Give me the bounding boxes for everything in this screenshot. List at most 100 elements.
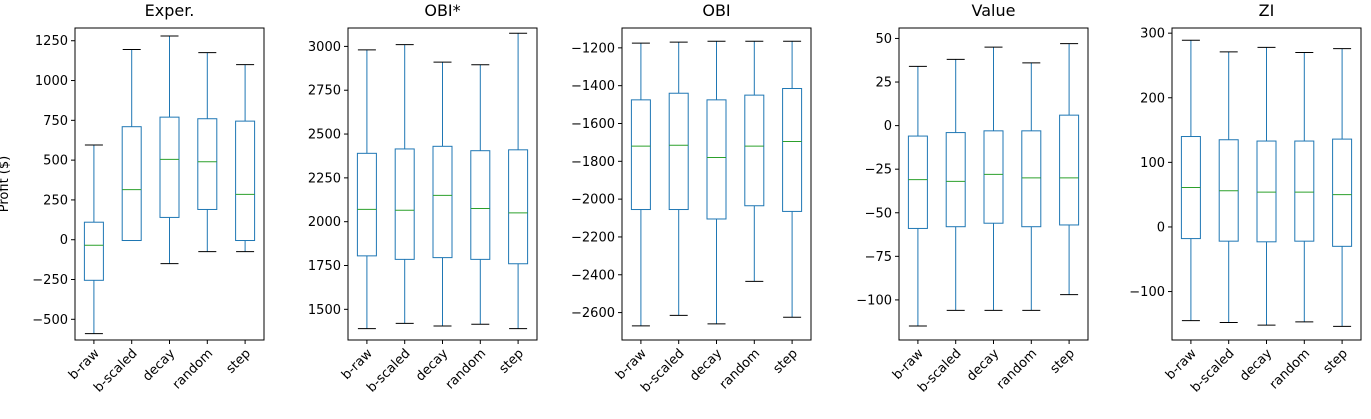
box-b-raw [630,42,651,327]
box-b-raw [83,144,104,335]
y-tick-label: 1500 [308,303,341,318]
box-decay [1256,46,1277,326]
iqr-box [470,150,491,260]
iqr-box [356,152,377,257]
y-tick-label: 2000 [308,215,341,230]
y-tick-label: 3000 [308,40,341,55]
box-b-raw [356,49,377,330]
iqr-box [744,94,765,207]
panel-1: Exper.−500−250025050075010001250b-rawb-s… [0,1,265,396]
y-tick-label: 200 [1140,91,1165,106]
panel-title: Exper. [145,1,195,20]
box-b-scaled [121,48,142,242]
box-random [744,40,765,282]
iqr-box [983,130,1004,224]
box-random [470,64,491,325]
y-tick-label: −2600 [571,306,615,321]
iqr-box [83,221,104,281]
iqr-box [630,99,651,211]
y-tick-label: 25 [875,76,892,91]
panel-2: OBI*1500175020002250250027503000b-rawb-s… [308,1,538,396]
iqr-box [706,99,727,220]
iqr-box [432,145,453,259]
axes-frame [74,27,265,341]
x-tick-label: step [1047,346,1077,376]
axes-frame [621,27,812,341]
axes-frame [898,27,1089,341]
y-tick-label: 250 [43,193,68,208]
y-tick-label: 50 [875,32,892,47]
box-random [1294,52,1315,323]
iqr-box [121,126,142,242]
iqr-box [1294,140,1315,242]
x-tick-label: step [496,346,526,376]
panel-title: OBI* [424,1,460,20]
y-tick-label: 2500 [308,128,341,143]
y-tick-label: −100 [856,293,892,308]
y-tick-label: 300 [1140,27,1165,42]
box-step [508,32,529,330]
y-tick-label: −1600 [571,117,615,132]
y-tick-label: 100 [1140,156,1165,171]
y-tick-label: −250 [32,273,68,288]
y-tick-label: −25 [865,163,892,178]
box-b-raw [907,65,928,327]
box-step [1059,43,1080,296]
y-tick-label: −2000 [571,193,615,208]
iqr-box [1021,130,1042,228]
iqr-box [668,92,689,211]
iqr-box [159,116,180,218]
y-tick-label: 1250 [35,34,68,49]
y-tick-label: 2250 [308,171,341,186]
box-random [1021,62,1042,311]
y-tick-label: 500 [43,154,68,169]
x-tick-label: step [1320,346,1350,376]
iqr-box [1332,138,1353,247]
y-axis-label: Profit ($) [0,156,12,212]
box-step [782,40,803,318]
x-tick-label: random [170,346,216,392]
y-tick-label: 2750 [308,84,341,99]
iqr-box [508,149,529,265]
y-tick-label: −50 [865,206,892,221]
x-tick-label: random [443,346,489,392]
box-step [235,64,256,253]
iqr-box [945,132,966,228]
y-tick-label: −75 [865,250,892,265]
y-tick-label: −1800 [571,155,615,170]
y-tick-label: 0 [884,119,892,134]
iqr-box [394,148,415,260]
y-tick-label: −1200 [571,41,615,56]
panel-3: OBI −2600 −2400 −2200 −2000 −1800 −1600 −1400 −1… [571,1,812,396]
box-b-scaled [394,44,415,324]
panel-title: OBI [702,1,730,20]
panel-title: Value [972,1,1016,20]
y-tick-label: −100 [1129,285,1165,300]
iqr-box [782,88,803,212]
y-tick-label: 750 [43,114,68,129]
x-tick-label: step [223,346,253,376]
box-step [1332,48,1353,327]
axes-frame [347,27,538,341]
x-tick-label: random [717,346,763,392]
iqr-box [197,118,218,210]
y-tick-label: −500 [32,313,68,328]
box-decay [983,46,1004,311]
y-tick-label: −1400 [571,79,615,94]
box-decay [159,35,180,265]
iqr-box [907,135,928,229]
box-random [197,52,218,253]
box-b-raw [1180,39,1201,322]
y-tick-label: −2200 [571,230,615,245]
box-b-scaled [668,41,689,316]
box-b-scaled [945,58,966,311]
box-decay [706,40,727,325]
y-tick-label: −2400 [571,268,615,283]
iqr-box [235,120,256,242]
x-tick-label: step [770,346,800,376]
y-tick-label: 1750 [308,259,341,274]
y-tick-label: 0 [60,233,68,248]
